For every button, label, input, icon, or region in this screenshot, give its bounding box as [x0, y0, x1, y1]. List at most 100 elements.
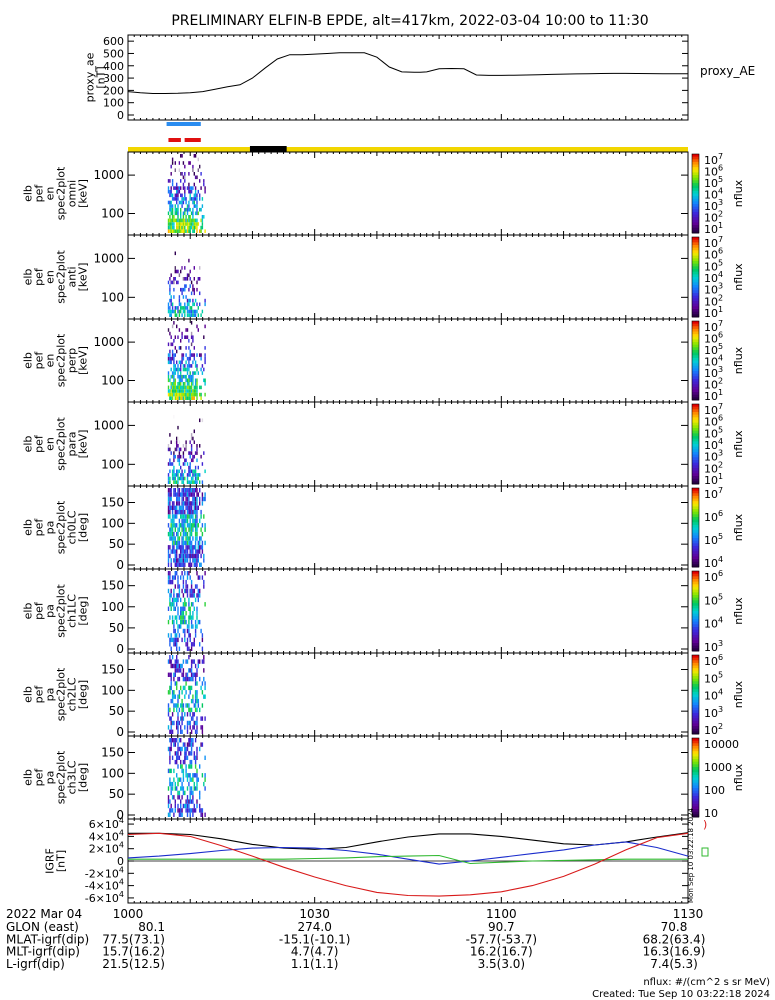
spectrogram-cell	[185, 488, 187, 493]
spectrogram-cell	[186, 476, 189, 481]
spectrogram-cell	[170, 382, 172, 386]
spectrogram-cell	[189, 518, 191, 524]
spectrogram-cell	[174, 553, 176, 559]
spectrogram-cell	[186, 367, 189, 372]
colorbar-segment	[692, 678, 699, 682]
spectrogram-cell	[185, 444, 187, 448]
colorbar-segment	[692, 676, 699, 680]
colorbar-segment	[692, 640, 699, 644]
spec-ytick-label: 150	[101, 746, 124, 760]
spectrogram-cell	[190, 374, 193, 379]
spectrogram-cell	[199, 207, 201, 212]
spectrogram-cell	[192, 287, 194, 292]
spectrogram-cell	[188, 488, 190, 493]
colorbar-segment	[692, 190, 699, 194]
colorbar-segment	[692, 357, 699, 361]
zlabel-text: nflux	[732, 680, 745, 708]
spectrogram-cell	[197, 558, 199, 563]
colorbar-segment	[692, 433, 699, 437]
ylabel-line: en	[44, 270, 57, 284]
spectrogram-cell	[173, 197, 175, 201]
spectrogram-cell	[173, 454, 175, 459]
spectrogram-cell	[186, 396, 189, 400]
colorbar-segment	[692, 454, 699, 458]
spectrogram-cell	[173, 505, 175, 510]
colorbar-segment	[692, 689, 699, 693]
spectrogram-cell	[169, 781, 171, 787]
spectrogram-cell	[182, 672, 185, 677]
spectrogram-cell	[199, 562, 201, 567]
spectrogram-cell	[190, 440, 193, 444]
spectrogram-cell	[170, 681, 172, 686]
spectrogram-cell	[181, 545, 183, 550]
spectrogram-cell	[178, 440, 181, 444]
spectrogram-cell	[185, 237, 187, 241]
spectrogram-cell	[194, 681, 197, 686]
spectrogram-cell	[189, 685, 191, 691]
spectrogram-cell	[203, 378, 205, 383]
spectrogram-cell	[176, 313, 178, 317]
spectrogram-cell	[189, 611, 191, 616]
spectrogram-cell	[193, 302, 195, 307]
colorbar-segment	[692, 161, 699, 166]
spectrogram-cell	[176, 222, 178, 226]
spectrogram-cell	[169, 277, 171, 281]
spectrogram-cell	[169, 200, 171, 205]
spectrogram-cell	[193, 588, 195, 594]
spectrogram-cell	[189, 339, 191, 343]
spectrogram-cell	[173, 451, 175, 455]
spectrogram-cell	[196, 473, 198, 477]
spectrogram-cell	[180, 302, 182, 307]
spectrogram-cell	[177, 698, 179, 704]
colorbar-segment	[692, 745, 699, 750]
colorbar-segment	[692, 627, 699, 631]
spectrogram-cell	[176, 562, 178, 567]
spectrogram-cell	[182, 615, 185, 620]
spectrogram-cell	[189, 777, 191, 782]
spectrogram-cell	[188, 619, 190, 625]
spectrogram-cell	[184, 755, 186, 760]
colorbar-segment	[692, 715, 699, 719]
colorbar-tick-label: 106	[704, 414, 723, 429]
spectrogram-cell	[173, 531, 175, 537]
spectrogram-cell	[197, 277, 199, 281]
spectrogram-cell	[177, 422, 179, 426]
spectrogram-cell	[173, 597, 175, 603]
spec-ytick-label: 100	[101, 457, 124, 471]
spectrogram-cell	[169, 642, 171, 647]
colorbar-segment	[692, 481, 699, 485]
ae-ytick-label: 600	[103, 35, 124, 48]
spectrogram-cell	[185, 360, 187, 365]
spectrogram-cell	[177, 531, 179, 537]
colorbar-tick-label: 106	[704, 331, 723, 346]
spectrogram-cell	[192, 469, 194, 474]
spectrogram-cell	[196, 488, 198, 493]
colorbar-segment	[692, 519, 699, 523]
spectrogram-cell	[185, 321, 187, 325]
spectrogram-cell	[180, 364, 182, 368]
spectrogram-cell	[170, 492, 172, 497]
spectrogram-cell	[182, 540, 185, 546]
spectrogram-cell	[181, 306, 183, 310]
orbit-row-value: 77.5(73.1)	[102, 932, 165, 946]
colorbar-segment	[692, 247, 699, 251]
spectrogram-cell	[178, 309, 181, 314]
spectrogram-cell	[176, 193, 178, 198]
spectrogram-cell	[193, 553, 195, 559]
colorbar-segment	[692, 321, 699, 325]
colorbar-tick-label: 103	[704, 282, 723, 297]
spectrogram-cell	[197, 189, 199, 194]
spectrogram-cell	[193, 346, 195, 350]
colorbar-segment	[692, 530, 699, 534]
spectrogram-cell	[190, 549, 193, 554]
colorbar-segment	[692, 803, 699, 807]
spectrogram-cell	[177, 725, 179, 730]
spectrogram-cell	[194, 549, 197, 554]
spectrogram-cell	[186, 462, 189, 466]
spectrogram-cell	[182, 575, 185, 580]
spectrogram-cell	[185, 803, 187, 809]
ae-ytick-label: 0	[117, 109, 124, 122]
spectrogram-cell	[189, 364, 191, 368]
spectrogram-cell	[203, 584, 205, 589]
proxy-ae-ylabel: proxy_ae[nT]	[84, 52, 108, 102]
